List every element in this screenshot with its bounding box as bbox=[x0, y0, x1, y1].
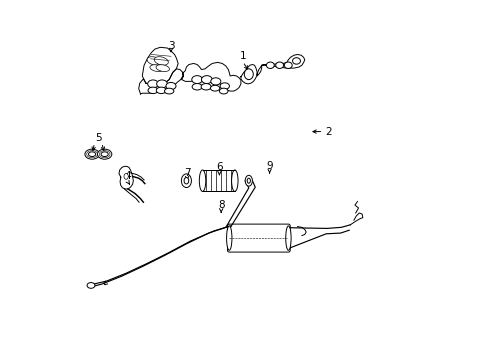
Ellipse shape bbox=[150, 65, 163, 72]
Ellipse shape bbox=[154, 57, 168, 65]
FancyBboxPatch shape bbox=[227, 224, 290, 252]
Ellipse shape bbox=[292, 58, 300, 64]
Ellipse shape bbox=[147, 57, 161, 65]
Ellipse shape bbox=[156, 65, 169, 72]
Ellipse shape bbox=[148, 87, 158, 94]
Text: 5: 5 bbox=[95, 133, 102, 143]
Ellipse shape bbox=[247, 178, 250, 183]
Ellipse shape bbox=[201, 76, 212, 84]
Text: 3: 3 bbox=[167, 41, 174, 50]
Ellipse shape bbox=[219, 88, 227, 94]
Polygon shape bbox=[119, 166, 133, 189]
Polygon shape bbox=[257, 54, 304, 76]
Ellipse shape bbox=[156, 87, 166, 94]
Ellipse shape bbox=[244, 175, 252, 186]
Ellipse shape bbox=[266, 62, 274, 68]
Ellipse shape bbox=[199, 170, 205, 192]
Polygon shape bbox=[241, 64, 257, 84]
Text: 1: 1 bbox=[239, 51, 245, 61]
Ellipse shape bbox=[244, 69, 253, 80]
Polygon shape bbox=[139, 62, 241, 94]
Ellipse shape bbox=[183, 177, 188, 184]
Ellipse shape bbox=[181, 174, 191, 188]
Ellipse shape bbox=[156, 80, 167, 88]
Ellipse shape bbox=[191, 76, 202, 84]
Ellipse shape bbox=[220, 83, 229, 89]
Ellipse shape bbox=[147, 80, 158, 88]
Ellipse shape bbox=[210, 85, 219, 91]
Ellipse shape bbox=[284, 62, 292, 68]
Ellipse shape bbox=[88, 152, 96, 157]
Text: 8: 8 bbox=[218, 200, 224, 210]
Text: 7: 7 bbox=[183, 168, 190, 178]
Ellipse shape bbox=[275, 62, 283, 68]
Ellipse shape bbox=[165, 82, 176, 90]
Polygon shape bbox=[142, 47, 178, 84]
Ellipse shape bbox=[201, 84, 211, 90]
Ellipse shape bbox=[210, 78, 221, 85]
Ellipse shape bbox=[164, 88, 174, 94]
Ellipse shape bbox=[101, 152, 108, 157]
Ellipse shape bbox=[97, 149, 112, 159]
FancyBboxPatch shape bbox=[202, 170, 234, 192]
Ellipse shape bbox=[192, 84, 202, 90]
Text: 4: 4 bbox=[124, 171, 131, 181]
Text: 9: 9 bbox=[266, 161, 272, 171]
Text: 6: 6 bbox=[216, 162, 222, 172]
Ellipse shape bbox=[87, 283, 95, 288]
Ellipse shape bbox=[124, 174, 128, 179]
Text: 2: 2 bbox=[325, 127, 331, 136]
Ellipse shape bbox=[226, 226, 231, 250]
Ellipse shape bbox=[85, 149, 99, 159]
Ellipse shape bbox=[231, 170, 238, 192]
Ellipse shape bbox=[285, 226, 290, 250]
